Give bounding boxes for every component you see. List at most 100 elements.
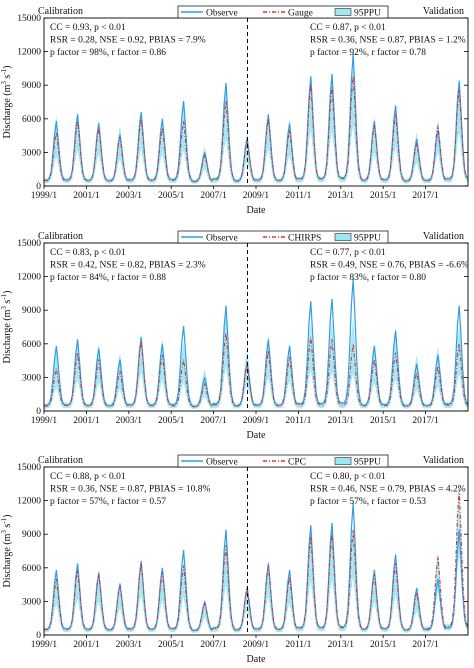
legend-label: CHIRPS: [288, 234, 321, 244]
y-tick-label: 0: [36, 182, 41, 192]
y-axis-label-part: s: [2, 524, 13, 531]
validation-label: Validation: [423, 455, 464, 466]
legend-label: 95PPU: [354, 9, 381, 19]
ppu-band: [44, 67, 468, 184]
chart-panel-3: 0 3000 6000 9000 12000 15000 1999/1 2001/1 2003/…: [0, 454, 469, 665]
y-axis-label-part: s: [2, 300, 13, 307]
y-tick-label: 12000: [17, 48, 41, 58]
y-tick-label: 15000: [17, 463, 41, 473]
validation-stat: p factor = 57%, r factor = 0.53: [310, 496, 426, 507]
calibration-stat: p factor = 98%, r factor = 0.86: [50, 47, 166, 58]
x-tick-label: 2017/1: [412, 416, 439, 426]
calibration-label: Calibration: [38, 455, 83, 466]
plot-area: [44, 484, 468, 633]
legend-label: CPC: [288, 458, 306, 468]
x-tick-label: 2001/1: [73, 416, 100, 426]
validation-stat: CC = 0.80, p < 0.01: [310, 472, 386, 482]
validation-stat: CC = 0.87, p < 0.01: [310, 23, 386, 33]
legend-item: Observe: [181, 458, 238, 468]
observe-line: [44, 278, 468, 408]
plot-area: [44, 53, 468, 184]
validation-stat: RSR = 0.46, NSE = 0.79, PBIAS = 4.2%: [310, 485, 466, 495]
legend-item: Observe: [181, 234, 238, 244]
x-tick-label: 2015/1: [370, 416, 397, 426]
y-tick-label: 12000: [17, 273, 41, 283]
y-tick-label: 0: [36, 631, 41, 641]
y-tick-label: 3000: [22, 597, 41, 607]
y-axis-label-sup: -1: [0, 517, 8, 523]
plot-area: [44, 278, 468, 409]
chart-panel-2: 0 3000 6000 9000 12000 15000 1999/1 2001/1 2003/…: [0, 230, 469, 441]
legend-item: 95PPU: [334, 233, 381, 244]
calibration-label: Calibration: [38, 6, 83, 17]
y-axis-label-part: Discharge (m: [2, 533, 13, 587]
x-tick-label: 2003/1: [116, 416, 143, 426]
x-tick-label: 2001/1: [73, 191, 100, 201]
x-tick-label: 2013/1: [328, 191, 355, 201]
x-tick-label: 2005/1: [158, 191, 185, 201]
calibration-stat: p factor = 84%, r factor = 0.88: [50, 272, 166, 283]
simulated-line: [44, 489, 468, 632]
calibration-stat: CC = 0.83, p < 0.01: [50, 248, 126, 258]
x-tick-label: 2015/1: [370, 191, 397, 201]
legend-swatch-band: [334, 233, 352, 241]
x-tick-label: 2003/1: [116, 191, 143, 201]
simulated-line: [44, 332, 468, 408]
x-tick-label: 2009/1: [243, 191, 270, 201]
x-tick-label: 2011/1: [285, 191, 311, 201]
validation-stat: p factor = 83%, r factor = 0.80: [310, 272, 426, 283]
observe-line: [44, 53, 468, 183]
legend-label: Observe: [206, 234, 238, 244]
calibration-stat: RSR = 0.36, NSE = 0.87, PBIAS = 10.8%: [50, 485, 211, 495]
y-tick-label: 3000: [22, 373, 41, 383]
calibration-stat: p factor = 57%, r factor = 0.57: [50, 496, 166, 507]
y-axis-label-part: ): [2, 514, 13, 517]
observe-line: [44, 502, 468, 632]
x-tick-label: 2011/1: [285, 416, 311, 426]
y-tick-label: 9000: [22, 81, 41, 91]
validation-stat: RSR = 0.36, NSE = 0.87, PBIAS = 1.2%: [310, 36, 466, 46]
legend-label: Observe: [206, 9, 238, 19]
x-tick-label: 2015/1: [370, 640, 397, 650]
calibration-stat: CC = 0.88, p < 0.01: [50, 472, 126, 482]
y-axis-label-sup: 3: [0, 306, 8, 310]
y-axis-label: Discharge (m3 s-1): [0, 65, 13, 138]
calibration-label: Calibration: [38, 231, 83, 242]
y-tick-label: 6000: [22, 564, 41, 574]
x-tick-label: 2017/1: [412, 640, 439, 650]
legend-item: CHIRPS: [263, 234, 321, 244]
chart-panel-1: 0 3000 6000 9000 12000 15000 1999/1 2001/1 2003/…: [0, 5, 469, 216]
simulated-line: [44, 76, 468, 183]
legend-item: 95PPU: [334, 8, 381, 19]
y-axis-label-part: s: [2, 75, 13, 82]
x-axis-label: Date: [247, 205, 266, 216]
legend-item: Gauge: [263, 9, 313, 19]
x-tick-label: 2007/1: [200, 416, 227, 426]
x-tick-label: 2007/1: [200, 191, 227, 201]
y-axis-label: Discharge (m3 s-1): [0, 514, 13, 587]
x-tick-label: 2003/1: [116, 640, 143, 650]
legend-swatch-band: [334, 8, 352, 16]
x-tick-label: 2013/1: [328, 416, 355, 426]
ppu-band: [44, 314, 468, 409]
y-tick-label: 0: [36, 407, 41, 417]
legend-item: CPC: [263, 458, 306, 468]
legend-item: 95PPU: [334, 457, 381, 468]
y-tick-label: 12000: [17, 497, 41, 507]
calibration-stat: RSR = 0.28, NSE = 0.92, PBIAS = 7.9%: [50, 36, 206, 46]
y-tick-label: 15000: [17, 14, 41, 24]
x-tick-label: 2017/1: [412, 191, 439, 201]
x-tick-label: 1999/1: [31, 191, 58, 201]
y-tick-label: 6000: [22, 340, 41, 350]
validation-stat: RSR = 0.49, NSE = 0.76, PBIAS = -6.6%: [310, 261, 469, 271]
x-tick-label: 2005/1: [158, 416, 185, 426]
x-tick-label: 2009/1: [243, 416, 270, 426]
y-axis-label-sup: -1: [0, 68, 8, 74]
legend-label: 95PPU: [354, 458, 381, 468]
y-axis-label-part: ): [2, 290, 13, 293]
y-tick-label: 15000: [17, 239, 41, 249]
legend-label: 95PPU: [354, 234, 381, 244]
y-tick-label: 9000: [22, 306, 41, 316]
x-tick-label: 1999/1: [31, 416, 58, 426]
validation-stat: CC = 0.77, p < 0.01: [310, 248, 386, 258]
